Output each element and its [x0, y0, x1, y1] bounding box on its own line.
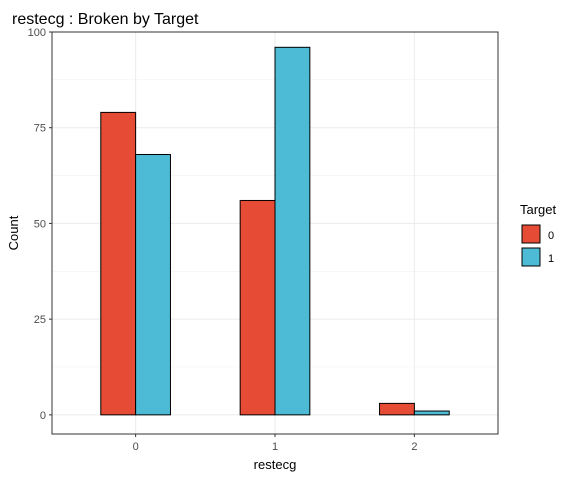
- legend-label-1: 1: [548, 253, 554, 265]
- legend-swatch-0: [521, 224, 541, 244]
- bar-series-0-category-0: [100, 111, 137, 416]
- x-tick-label: 2: [411, 441, 417, 453]
- x-tick-label: 0: [133, 441, 139, 453]
- bar-series-1-category-0: [135, 154, 171, 416]
- legend: Target 0 1: [520, 202, 557, 267]
- y-axis: 0 25 50 75 100: [28, 27, 52, 422]
- y-tick-label: 25: [34, 314, 46, 326]
- bars: [100, 46, 450, 416]
- legend-swatch-1: [521, 247, 541, 267]
- y-tick-label: 75: [34, 123, 46, 135]
- x-tick-label: 1: [272, 441, 278, 453]
- y-tick-label: 50: [34, 218, 46, 230]
- y-tick-label: 100: [28, 27, 46, 39]
- y-tick-label: 0: [40, 410, 46, 422]
- x-axis: 0 1 2: [133, 434, 417, 453]
- bar-series-0-category-1: [239, 199, 276, 416]
- bar-series-1-category-1: [274, 46, 311, 416]
- legend-title: Target: [520, 202, 557, 217]
- legend-label-0: 0: [548, 230, 554, 242]
- bar-series-1-category-2: [413, 410, 450, 416]
- y-axis-title: Count: [6, 215, 21, 250]
- bar-series-0-category-2: [379, 402, 415, 416]
- plot-panel: [51, 31, 499, 435]
- x-axis-title: restecg: [254, 457, 297, 472]
- chart-title: restecg : Broken by Target: [12, 11, 199, 28]
